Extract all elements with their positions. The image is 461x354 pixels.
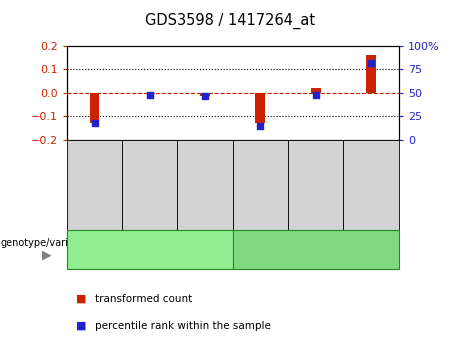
Point [367,60,375,66]
Text: GSM458547: GSM458547 [90,158,99,212]
Bar [89,93,100,124]
Point [312,92,319,98]
Text: transformed count: transformed count [95,294,192,304]
Bar [366,55,376,93]
Point [257,123,264,129]
Text: GSM458550: GSM458550 [256,158,265,212]
Bar [145,93,155,94]
Text: ▶: ▶ [41,249,51,261]
Text: ■: ■ [76,294,87,304]
Text: GDS3598 / 1417264_at: GDS3598 / 1417264_at [145,12,316,29]
Bar [200,93,210,96]
Text: GSM458552: GSM458552 [366,158,376,212]
Point [91,120,98,126]
Text: wild-type: wild-type [289,243,343,256]
Text: genotype/variation: genotype/variation [1,238,94,248]
Text: GSM458551: GSM458551 [311,158,320,212]
Bar [311,88,321,93]
Point [201,93,209,98]
Text: ■: ■ [76,321,87,331]
Text: p300 +/-: p300 +/- [124,243,176,256]
Text: GSM458549: GSM458549 [201,158,210,212]
Point [146,92,154,98]
Bar [255,93,266,124]
Text: percentile rank within the sample: percentile rank within the sample [95,321,271,331]
Text: GSM458548: GSM458548 [145,158,154,212]
